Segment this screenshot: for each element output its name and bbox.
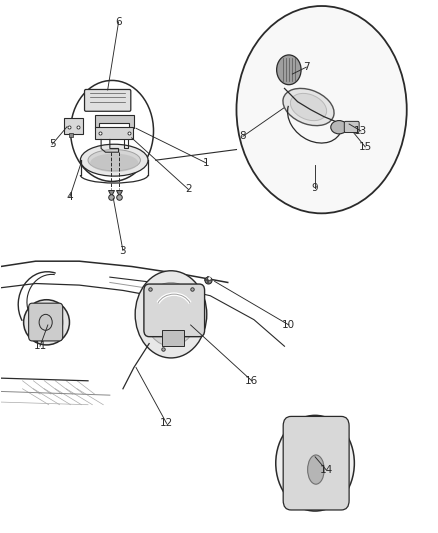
Circle shape bbox=[145, 282, 197, 346]
Text: 15: 15 bbox=[359, 142, 372, 152]
Ellipse shape bbox=[30, 306, 63, 338]
FancyBboxPatch shape bbox=[144, 284, 205, 337]
FancyBboxPatch shape bbox=[28, 303, 63, 341]
Polygon shape bbox=[162, 330, 184, 346]
Text: 4: 4 bbox=[67, 192, 73, 203]
Text: 12: 12 bbox=[160, 418, 173, 429]
Text: 16: 16 bbox=[245, 376, 258, 386]
Ellipse shape bbox=[88, 150, 141, 171]
Text: 1: 1 bbox=[203, 158, 209, 168]
Text: 13: 13 bbox=[354, 126, 367, 136]
Ellipse shape bbox=[24, 300, 70, 345]
Circle shape bbox=[39, 314, 52, 330]
Ellipse shape bbox=[283, 88, 334, 126]
Text: 11: 11 bbox=[33, 341, 46, 351]
Text: 10: 10 bbox=[283, 320, 295, 330]
Circle shape bbox=[277, 55, 301, 85]
Ellipse shape bbox=[290, 93, 327, 120]
Circle shape bbox=[276, 415, 354, 511]
Text: 2: 2 bbox=[185, 184, 192, 195]
Text: 7: 7 bbox=[303, 62, 310, 72]
Text: 8: 8 bbox=[240, 131, 246, 141]
Circle shape bbox=[237, 6, 407, 213]
Text: 9: 9 bbox=[312, 183, 318, 193]
Circle shape bbox=[135, 271, 207, 358]
FancyBboxPatch shape bbox=[64, 118, 83, 134]
Ellipse shape bbox=[81, 144, 148, 176]
FancyBboxPatch shape bbox=[85, 90, 131, 111]
Text: 3: 3 bbox=[120, 246, 126, 255]
Text: 6: 6 bbox=[115, 17, 122, 27]
FancyBboxPatch shape bbox=[283, 416, 349, 510]
Text: 14: 14 bbox=[319, 465, 332, 474]
Ellipse shape bbox=[331, 120, 347, 134]
Ellipse shape bbox=[307, 455, 324, 484]
Polygon shape bbox=[95, 115, 134, 128]
FancyBboxPatch shape bbox=[344, 122, 359, 133]
Ellipse shape bbox=[90, 154, 138, 172]
Text: 5: 5 bbox=[49, 139, 56, 149]
FancyBboxPatch shape bbox=[95, 127, 133, 140]
